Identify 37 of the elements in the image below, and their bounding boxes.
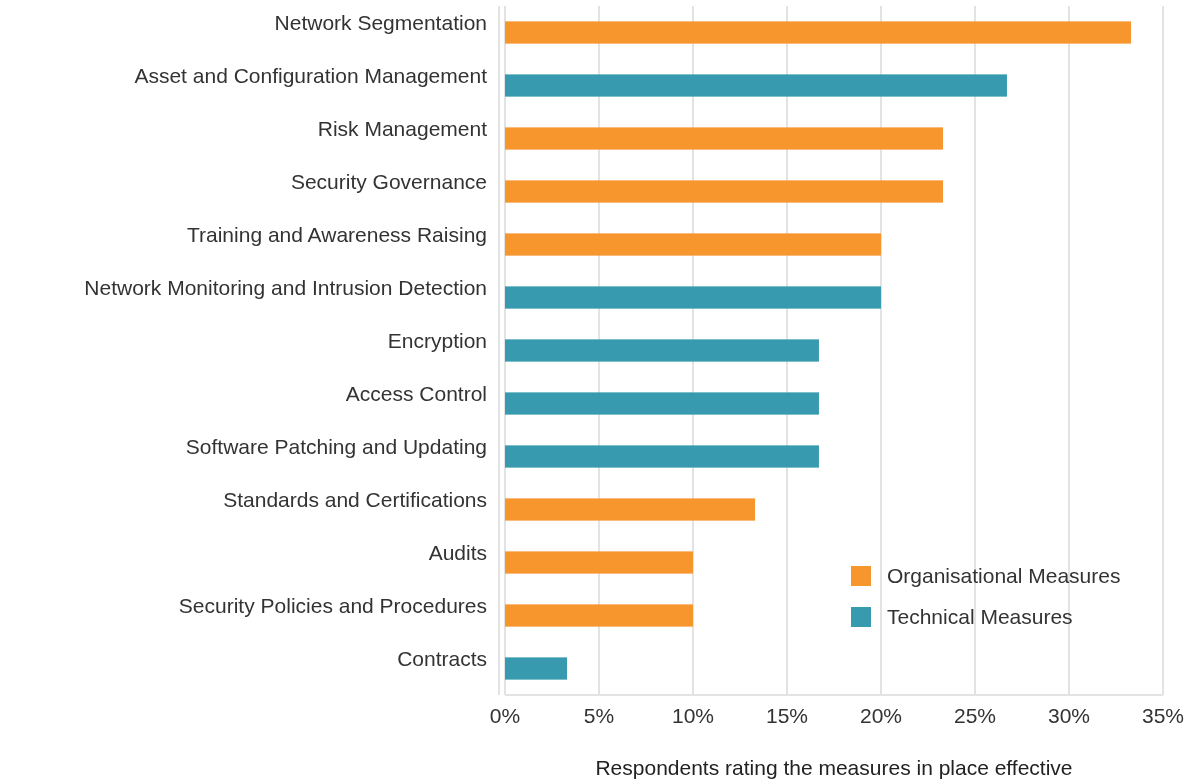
y-tick-label: Software Patching and Updating [185, 435, 487, 459]
y-tick-label: Training and Awareness Raising [186, 223, 487, 247]
bar [505, 74, 1007, 97]
x-tick-label: 30% [1047, 704, 1091, 727]
bar [505, 127, 944, 150]
x-tick-label: 0% [489, 704, 521, 727]
bar [505, 392, 819, 415]
y-tick-label: Access Control [345, 382, 487, 406]
bar [505, 233, 881, 256]
x-axis-title: Respondents rating the measures in place effective [595, 756, 1073, 779]
bar [505, 21, 1132, 44]
bar [505, 657, 568, 680]
y-tick-label: Audits [428, 541, 487, 565]
bar [505, 551, 693, 574]
y-tick-label: Encryption [387, 329, 487, 353]
y-tick-label: Contracts [397, 647, 487, 671]
x-tick-label: 25% [953, 704, 997, 727]
y-tick-label: Standards and Certifications [223, 488, 487, 512]
legend-label: Technical Measures [887, 605, 1073, 628]
bar [505, 180, 944, 203]
y-tick-label: Security Policies and Procedures [178, 594, 487, 618]
bar [505, 498, 756, 521]
bar [505, 286, 881, 309]
y-tick-label: Asset and Configuration Management [134, 64, 488, 88]
bar [505, 339, 819, 362]
legend-label: Organisational Measures [887, 564, 1121, 587]
bar [505, 445, 819, 468]
x-tick-label: 20% [859, 704, 903, 727]
y-tick-label: Network Segmentation [274, 11, 487, 35]
x-tick-label: 5% [583, 704, 615, 727]
bar [505, 604, 693, 627]
y-tick-label: Risk Management [317, 117, 488, 141]
x-tick-label: 10% [671, 704, 715, 727]
x-tick-label: 15% [765, 704, 809, 727]
x-tick-label: 35% [1141, 704, 1185, 727]
y-tick-label: Security Governance [290, 170, 487, 194]
y-tick-label: Network Monitoring and Intrusion Detection [84, 276, 487, 300]
